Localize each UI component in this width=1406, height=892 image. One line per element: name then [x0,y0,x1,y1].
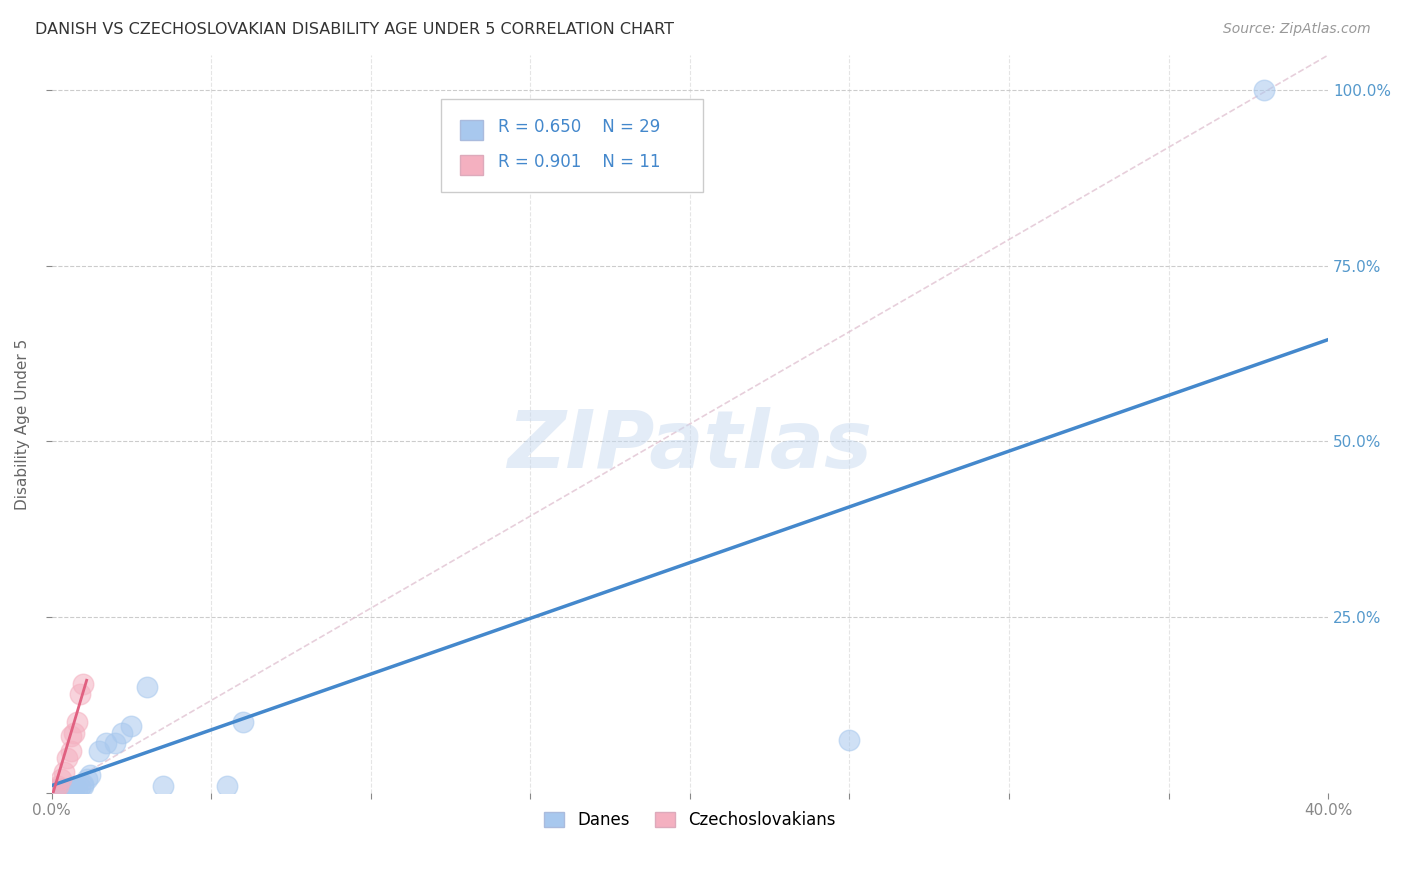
Point [94,737,117,751]
Point [46,782,69,797]
Point [53,782,76,797]
Text: R = 0.901    N = 11: R = 0.901 N = 11 [498,153,661,171]
Point [44,782,66,797]
Point [232,715,254,730]
Point [1253,83,1275,97]
Point [104,737,127,751]
Point [69,780,91,794]
Point [63,782,86,797]
Point [66,715,89,730]
Text: R = 0.650    N = 29: R = 0.650 N = 29 [498,119,661,136]
Point [152,779,174,793]
FancyBboxPatch shape [441,99,703,192]
FancyBboxPatch shape [460,154,484,175]
Text: DANISH VS CZECHOSLOVAKIAN DISABILITY AGE UNDER 5 CORRELATION CHART: DANISH VS CZECHOSLOVAKIAN DISABILITY AGE… [35,22,673,37]
Point [76,772,98,786]
Point [59,782,82,797]
Point [46,782,69,797]
Point [89,743,111,757]
Text: Source: ZipAtlas.com: Source: ZipAtlas.com [1223,22,1371,37]
Point [53,782,76,797]
Point [59,730,82,744]
Point [120,719,142,733]
Y-axis label: Disability Age Under 5: Disability Age Under 5 [15,338,30,509]
Point [69,687,91,701]
Point [72,779,94,793]
Legend: Danes, Czechoslovakians: Danes, Czechoslovakians [537,805,842,836]
Point [56,782,79,797]
Point [49,772,72,786]
Point [46,779,69,793]
Point [49,782,72,797]
FancyBboxPatch shape [460,120,484,140]
Point [63,726,86,740]
Point [111,726,134,740]
Point [56,750,79,764]
Text: ZIPatlas: ZIPatlas [508,407,872,485]
Point [59,743,82,757]
Point [838,733,860,747]
Point [49,782,72,797]
Point [136,681,159,695]
Point [72,677,94,691]
Point [56,782,79,797]
Point [215,779,238,793]
Point [72,777,94,791]
Point [49,782,72,797]
Point [66,782,89,797]
Point [53,764,76,779]
Point [79,768,101,782]
Point [44,782,66,797]
